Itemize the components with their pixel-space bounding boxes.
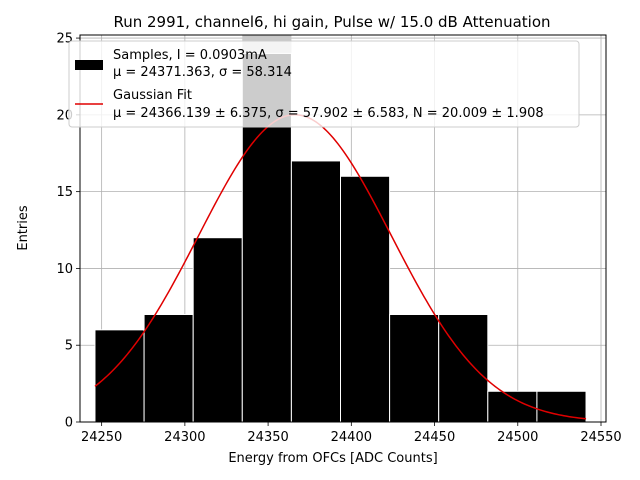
plot-frame [79,34,607,423]
x-tick-label-5: 24500 [497,430,538,445]
legend-samples-swatch [75,60,103,70]
x-tick-label-3: 24400 [331,430,372,445]
y-tick-label-2: 10 [56,262,73,277]
y-axis-label: Entries [16,205,31,251]
legend-box [68,40,580,128]
x-axis-ticks: 24250 24300 24350 24400 24450 24500 24550 [81,422,622,445]
histogram-bar-4 [290,160,342,423]
gaussian-fit-curve [94,113,587,420]
histogram-bar-0 [94,329,145,423]
legend-fit-stats: μ = 24366.139 ± 6.375, σ = 57.902 ± 6.58… [113,106,544,121]
histogram-bar-5 [340,175,391,423]
chart-title: Run 2991, channel6, hi gain, Pulse w/ 15… [113,13,550,31]
x-tick-label-6: 24550 [580,430,621,445]
y-tick-label-3: 15 [56,185,73,200]
legend-samples-label: Samples, I = 0.0903mA [113,48,267,63]
x-axis-label: Energy from OFCs [ADC Counts] [228,451,437,466]
x-tick-label-0: 24250 [81,430,122,445]
x-tick-label-1: 24300 [164,430,205,445]
histogram-bar-6 [389,314,440,423]
legend-fit-label: Gaussian Fit [113,88,192,103]
legend-samples-stats: μ = 24371.363, σ = 58.314 [113,65,292,80]
histogram-bar-2 [192,237,243,423]
legend: Samples, I = 0.0903mA μ = 24371.363, σ =… [68,40,580,128]
histogram-bar-1 [143,314,194,423]
histogram-bar-7 [438,314,489,423]
y-tick-label-1: 5 [65,339,73,354]
x-tick-label-2: 24350 [247,430,288,445]
y-tick-label-0: 0 [65,416,73,431]
x-tick-label-4: 24450 [414,430,455,445]
histogram-bar-9 [536,390,587,423]
